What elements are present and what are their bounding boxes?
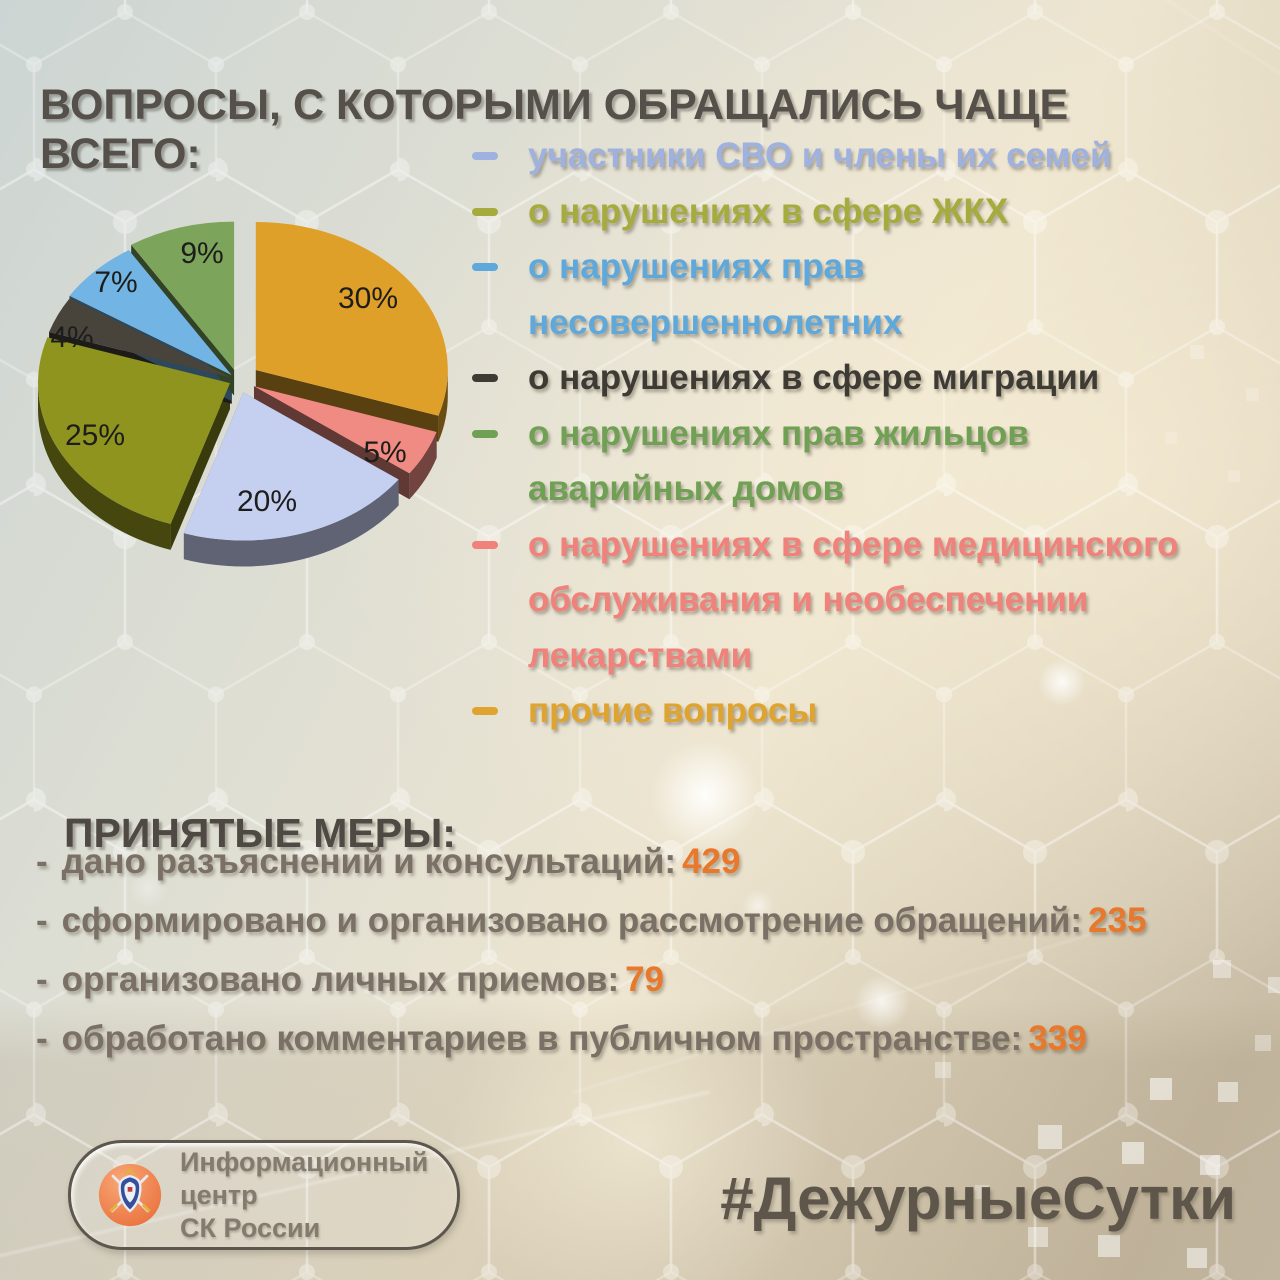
legend-item-label: о нарушениях в сфере миграции xyxy=(528,358,1100,397)
legend-item: участники СВО и члены их семей xyxy=(466,128,1246,184)
pie-slice-surface xyxy=(37,383,171,550)
pie-percent-label: 9% xyxy=(180,237,223,270)
decor-square xyxy=(1268,977,1280,993)
decor-square xyxy=(1098,1235,1120,1257)
pie-slice-surface xyxy=(183,479,399,567)
pie-percent-label: 4% xyxy=(50,321,93,354)
legend-item: о нарушениях в сфере медицинского обслуж… xyxy=(466,517,1246,684)
decor-square xyxy=(1255,1035,1271,1051)
measure-bullet: - xyxy=(36,1019,48,1058)
pie-percent-label: 25% xyxy=(65,419,125,452)
measure-item: - обработано комментариев в публичном про… xyxy=(36,1021,1256,1057)
measure-text: обработано комментариев в публичном прос… xyxy=(61,1019,1023,1058)
sk-logo-badge: Информационный центр СК России xyxy=(68,1140,460,1250)
measure-bullet: - xyxy=(36,901,48,940)
legend-item-label: о нарушениях прав несовершеннолетних xyxy=(528,247,903,342)
decor-square xyxy=(1038,1125,1062,1149)
legend-dash xyxy=(472,207,498,216)
legend-dash xyxy=(472,263,498,271)
legend-item-label: участники СВО и члены их семей xyxy=(528,136,1112,175)
hashtag-label: #ДежурныеСутки xyxy=(720,1165,1236,1232)
legend-item-label: о нарушениях в сфере медицинского обслуж… xyxy=(528,524,1179,675)
measure-bullet: - xyxy=(36,960,48,999)
pie-slice-surface xyxy=(254,386,437,474)
pie-slice-surface xyxy=(409,432,437,500)
decor-square xyxy=(1218,1082,1238,1102)
legend-dash xyxy=(472,707,498,715)
legend-dash xyxy=(472,152,498,160)
pie-percent-label: 5% xyxy=(363,436,406,469)
decor-square xyxy=(1150,1078,1172,1100)
legend: участники СВО и члены их семей о нарушени… xyxy=(466,128,1246,739)
decor-square xyxy=(1122,1142,1144,1164)
legend-item: о нарушениях в сфере миграции xyxy=(466,350,1246,406)
pie-slice-surface xyxy=(131,221,235,370)
legend-item: о нарушениях прав несовершеннолетних xyxy=(466,239,1246,350)
pie-slice-surface xyxy=(49,298,232,378)
legend-item-label: о нарушениях в сфере ЖКХ xyxy=(528,191,1009,231)
pie-chart: 30% 5% 20% 25% 4% 7% 9% xyxy=(8,192,468,602)
decor-square xyxy=(1187,1248,1207,1268)
measure-value: 79 xyxy=(625,960,665,999)
legend-dash xyxy=(472,429,498,438)
measures-title: ПРИНЯТЫЕ МЕРЫ: xyxy=(64,810,456,857)
measure-value: 339 xyxy=(1028,1019,1087,1058)
legend-dash xyxy=(472,540,498,549)
legend-item-label: прочие вопросы xyxy=(528,691,818,730)
pie-percent-label: 20% xyxy=(237,485,297,518)
pie-slice-surface xyxy=(438,370,448,442)
measure-text: сформировано и организовано рассмотрение… xyxy=(61,901,1083,940)
measure-item: - сформировано и организовано рассмотрени… xyxy=(36,903,1256,939)
logo-text: Информационный центр СК России xyxy=(180,1146,429,1243)
legend-item: о нарушениях в сфере ЖКХ xyxy=(466,184,1246,240)
pie-slice-surface xyxy=(69,250,232,376)
pie-slice-surface xyxy=(255,222,448,416)
pie-slice-surface xyxy=(37,337,230,524)
legend-item: о нарушениях прав жильцов аварийных домо… xyxy=(466,406,1246,517)
legend-dash xyxy=(472,374,498,382)
measure-bullet: - xyxy=(36,842,48,881)
pie-percent-label: 30% xyxy=(338,282,398,315)
sk-emblem-icon xyxy=(98,1163,162,1227)
page-title: ВОПРОСЫ, С КОТОРЫМИ ОБРАЩАЛИСЬ ЧАЩЕ ВСЕГ… xyxy=(40,80,1069,178)
measures-list: - дано разъяснений и консультаций: 429- сфо… xyxy=(36,844,1256,1080)
pie-slice-surface xyxy=(170,383,230,550)
measure-item: - организовано личных приемов: 79 xyxy=(36,962,1256,998)
legend-item-label: о нарушениях прав жильцов аварийных домо… xyxy=(528,413,1029,509)
measure-value: 429 xyxy=(682,842,741,881)
pie-percent-label: 7% xyxy=(94,266,137,299)
measure-text: организовано личных приемов: xyxy=(61,960,620,999)
legend-item: прочие вопросы xyxy=(466,683,1246,739)
measure-item: - дано разъяснений и консультаций: 429 xyxy=(36,844,1256,880)
measure-value: 235 xyxy=(1088,901,1147,940)
measure-text: дано разъяснений и консультаций: xyxy=(61,842,677,881)
pie-slice-surface xyxy=(183,392,399,541)
decor-square xyxy=(1246,388,1259,401)
